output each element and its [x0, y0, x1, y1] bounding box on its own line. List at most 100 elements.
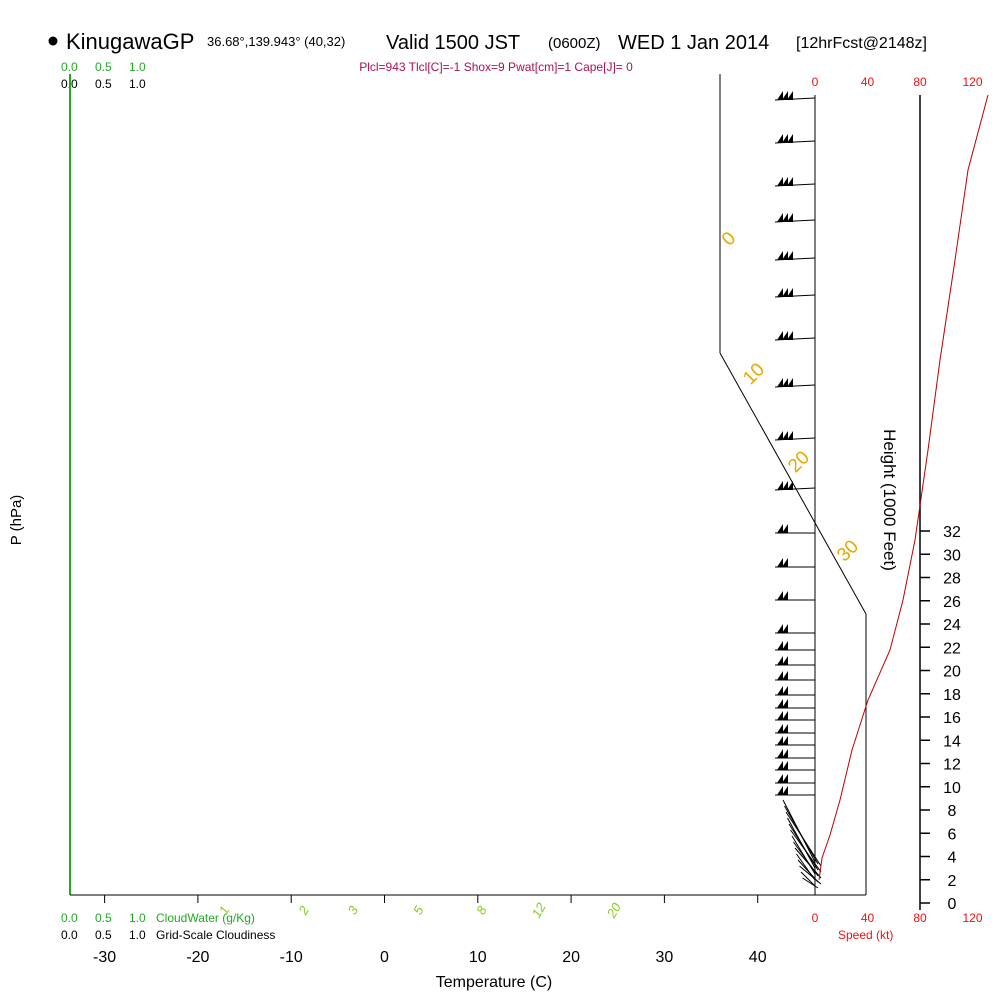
axis-tick-labels: -30-20-100102030402503004005007008501000… [93, 75, 983, 966]
mixing-ratio-label: 3 [345, 903, 362, 917]
axis-ticks [104, 530, 930, 904]
wind-barb [774, 134, 816, 144]
x-tick-label: 10 [469, 949, 487, 966]
x-axis-label: Temperature (C) [436, 974, 552, 991]
wind-barb [774, 331, 816, 341]
bottom-cloud-water-tick: 0.5 [95, 911, 112, 925]
isotherm-right-label: 0 [718, 228, 740, 250]
x-tick-label: 30 [656, 949, 674, 966]
x-tick-label: -30 [93, 949, 116, 966]
height-tick-label: 26 [943, 594, 961, 611]
wind-barb [774, 91, 816, 101]
station-name: KinugawaGP [66, 29, 194, 54]
wind-barb [774, 251, 816, 261]
height-tick-label: 32 [943, 524, 961, 541]
wind-barb [774, 288, 816, 298]
wind-barb [775, 671, 815, 681]
speed-tick-label: 120 [962, 75, 982, 89]
height-tick-label: 22 [943, 640, 961, 657]
wind-barb [775, 641, 815, 651]
height-tick-label: 10 [943, 780, 961, 797]
speed-axis-label: Speed (kt) [838, 928, 893, 942]
wind-barb [775, 711, 815, 721]
height-tick-label: 14 [943, 733, 961, 750]
x-tick-label: 20 [562, 949, 580, 966]
speed-tick-label: 0 [812, 75, 819, 89]
mixing-ratio-label: 12 [528, 900, 549, 921]
mixing-ratio-label: 20 [603, 900, 624, 922]
wind-barb [775, 761, 815, 771]
bottom-cloudiness-tick: 0.0 [61, 928, 78, 942]
height-tick-label: 8 [948, 803, 957, 820]
station-bullet-icon [48, 36, 58, 46]
wind-barb [791, 835, 816, 875]
wind-barb [775, 624, 815, 634]
valid-date: WED 1 Jan 2014 [618, 32, 769, 54]
height-tick-label: 6 [948, 826, 957, 843]
valid-time: Valid 1500 JST [386, 32, 520, 54]
height-tick-label: 0 [948, 896, 957, 913]
mixing-ratio-label: 8 [473, 903, 490, 917]
height-tick-label: 18 [943, 687, 961, 704]
skew-panel-boundary [719, 352, 867, 895]
x-tick-label: 0 [380, 949, 389, 966]
height-tick-label: 2 [948, 873, 957, 890]
bottom-cloudiness-tick: 1.0 [129, 928, 146, 942]
wind-barb [775, 749, 815, 759]
wind-barb [775, 591, 815, 601]
top-cloud-water-tick: 0.5 [95, 60, 112, 74]
bottom-cloud-water-tick: 1.0 [129, 911, 146, 925]
x-tick-label: -20 [186, 949, 209, 966]
wind-barb [774, 378, 816, 388]
wind-barb [775, 558, 815, 568]
speed-tick-label: 40 [861, 911, 875, 925]
valid-time-z: (0600Z) [548, 35, 601, 52]
bottom-cloudiness-tick: 0.5 [95, 928, 112, 942]
wind-barb [775, 656, 815, 666]
height-axis-label: Height (1000 Feet) [880, 429, 899, 571]
wind-barb [774, 213, 816, 223]
wind-barb [774, 431, 816, 441]
wind-barb [775, 699, 815, 709]
wind-barb [794, 847, 822, 879]
speed-tick-label: 0 [812, 911, 819, 925]
speed-tick-label: 80 [913, 75, 927, 89]
top-cloudiness-tick: 1.0 [129, 77, 146, 91]
height-tick-label: 30 [943, 547, 961, 564]
height-tick-label: 12 [943, 757, 961, 774]
forecast-label: [12hrFcst@2148z] [796, 35, 927, 52]
wind-barb [775, 786, 815, 796]
wind-barb [775, 724, 815, 734]
height-tick-label: 24 [943, 617, 961, 634]
wind-speed-profile [818, 94, 989, 881]
isotherm-right-label: 20 [784, 447, 814, 477]
speed-tick-label: 120 [962, 911, 982, 925]
height-tick-label: 20 [943, 664, 961, 681]
wind-barb [790, 829, 822, 873]
wind-barb [775, 774, 815, 784]
station-coords: 36.68°,139.943° (40,32) [207, 34, 345, 49]
speed-tick-label: 80 [913, 911, 927, 925]
top-cloud-water-tick: 0.0 [61, 60, 78, 74]
speed-tick-label: 40 [861, 75, 875, 89]
top-cloud-water-tick: 1.0 [129, 60, 146, 74]
cloudiness-label: Grid-Scale Cloudiness [156, 928, 275, 942]
mixing-ratio-label: 2 [295, 903, 312, 918]
y-axis-label: P (hPa) [8, 495, 25, 546]
wind-barb [802, 877, 819, 889]
wind-barb [774, 177, 816, 187]
height-tick-label: 4 [948, 850, 957, 867]
height-tick-label: 28 [943, 571, 961, 588]
isotherm-right-label: 30 [833, 536, 863, 566]
wind-barb [785, 811, 822, 867]
stability-indices: Plcl=943 Tlcl[C]=-1 Shox=9 Pwat[cm]=1 Ca… [359, 60, 633, 74]
wind-barb [788, 823, 819, 871]
wind-barb [775, 524, 815, 534]
height-tick-label: 16 [943, 710, 961, 727]
wind-barb [800, 871, 816, 887]
isotherm-right-label: 10 [739, 359, 769, 389]
wind-barb [775, 686, 815, 696]
top-cloudiness-tick: 0.5 [95, 77, 112, 91]
cloud-water-label: CloudWater (g/Kg) [156, 911, 255, 925]
